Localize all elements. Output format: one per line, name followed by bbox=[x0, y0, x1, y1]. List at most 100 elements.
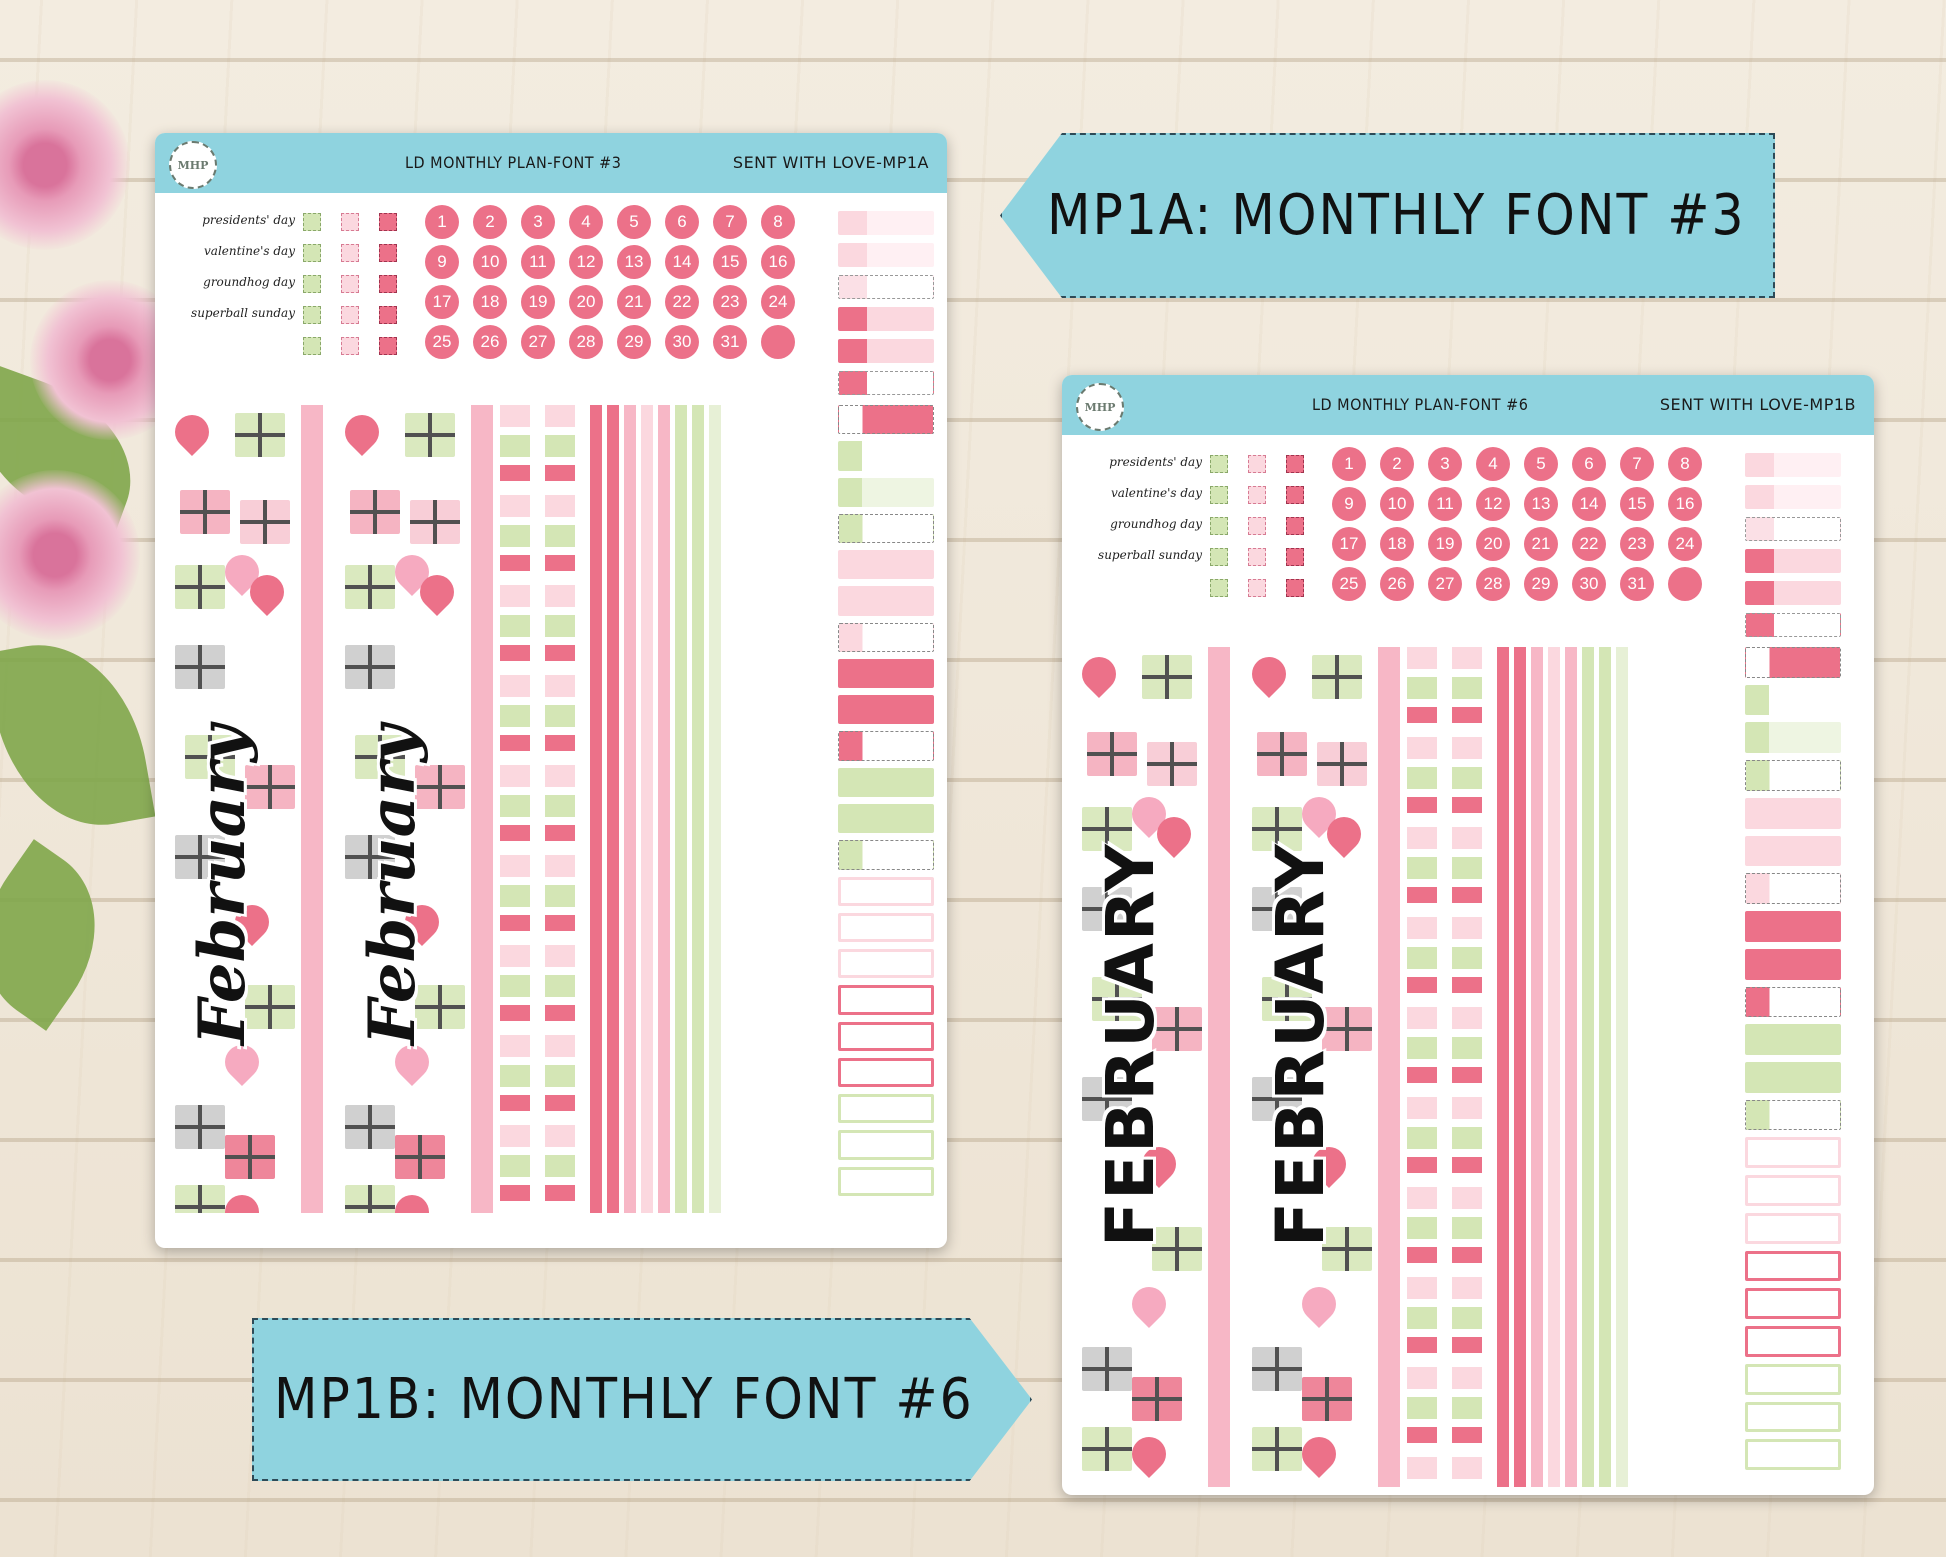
date-dot: 29 bbox=[617, 325, 651, 359]
date-dot: 23 bbox=[1620, 527, 1654, 561]
lower-bar bbox=[1745, 986, 1841, 1018]
checkbox-sticker bbox=[1210, 455, 1228, 473]
lower-bar bbox=[1745, 835, 1841, 867]
checkbox-sticker bbox=[303, 275, 321, 293]
gift-icon bbox=[395, 1135, 445, 1179]
lower-bar bbox=[1745, 1062, 1841, 1093]
date-dot: 28 bbox=[1476, 567, 1510, 601]
date-dot: 3 bbox=[521, 205, 555, 239]
date-dot: 4 bbox=[1476, 447, 1510, 481]
checkbox-sticker bbox=[1248, 579, 1266, 597]
checkbox-sticker bbox=[1248, 455, 1266, 473]
date-dot: 9 bbox=[1332, 487, 1366, 521]
checkbox-sticker bbox=[379, 306, 397, 324]
gift-icon bbox=[345, 645, 395, 689]
date-dot bbox=[761, 325, 795, 359]
heart-balloon-icon bbox=[337, 407, 387, 457]
illustration-strip bbox=[335, 405, 470, 1213]
gift-icon bbox=[415, 765, 465, 809]
sheet-code: SENT WITH LOVE-MP1A bbox=[732, 153, 929, 172]
checkbox-sticker bbox=[379, 213, 397, 231]
date-dot: 26 bbox=[1380, 567, 1414, 601]
illustration-strip bbox=[165, 405, 300, 1213]
lower-bar bbox=[838, 695, 934, 725]
date-dot: 6 bbox=[1572, 447, 1606, 481]
holiday-labels: presidents' day valentine's day groundho… bbox=[165, 205, 295, 329]
date-dot: 27 bbox=[1428, 567, 1462, 601]
date-dot: 14 bbox=[665, 245, 699, 279]
lower-bar bbox=[1745, 873, 1841, 905]
date-dot: 27 bbox=[521, 325, 555, 359]
washi-stripe bbox=[1616, 647, 1628, 1487]
date-dot: 25 bbox=[425, 325, 459, 359]
checkbox-sticker bbox=[379, 244, 397, 262]
gift-icon bbox=[175, 835, 225, 879]
checkbox-sticker bbox=[1210, 486, 1228, 504]
checkbox-sticker bbox=[303, 306, 321, 324]
lower-bar bbox=[1745, 1212, 1841, 1244]
gift-icon bbox=[1082, 1077, 1132, 1121]
date-dot: 18 bbox=[473, 285, 507, 319]
mini-illustration-strip bbox=[1407, 647, 1437, 1487]
checkbox-sticker bbox=[341, 337, 359, 355]
lower-bar bbox=[838, 1057, 934, 1088]
date-dot: 21 bbox=[1524, 527, 1558, 561]
checkbox-sticker bbox=[379, 275, 397, 293]
lower-bar bbox=[1745, 1024, 1841, 1055]
gift-icon bbox=[1147, 742, 1197, 786]
holiday-label: valentine's day bbox=[204, 244, 295, 258]
date-dot: 3 bbox=[1428, 447, 1462, 481]
gift-icon bbox=[1092, 977, 1142, 1021]
washi-stripe bbox=[1582, 647, 1594, 1487]
date-dot: 18 bbox=[1380, 527, 1414, 561]
header-bar bbox=[838, 339, 934, 363]
date-dot: 10 bbox=[473, 245, 507, 279]
heart-balloon-icon bbox=[1294, 1429, 1344, 1479]
header-bar bbox=[838, 243, 934, 267]
mini-illustration-strip bbox=[545, 405, 575, 1213]
holiday-label: presidents' day bbox=[202, 213, 295, 227]
day-strip bbox=[471, 405, 493, 1213]
checkbox-sticker bbox=[303, 244, 321, 262]
date-dot: 24 bbox=[1668, 527, 1702, 561]
gift-icon bbox=[345, 835, 395, 879]
date-dot: 7 bbox=[1620, 447, 1654, 481]
date-dot: 21 bbox=[617, 285, 651, 319]
gift-icon bbox=[1152, 1227, 1202, 1271]
mini-illustration-strip bbox=[1452, 647, 1482, 1487]
date-dot: 10 bbox=[1380, 487, 1414, 521]
lower-bar bbox=[1745, 911, 1841, 942]
gift-icon bbox=[185, 735, 235, 779]
date-dot: 17 bbox=[425, 285, 459, 319]
washi-stripe bbox=[641, 405, 653, 1213]
heart-balloon-icon bbox=[387, 1187, 437, 1213]
checkbox-sticker bbox=[303, 213, 321, 231]
date-dot: 23 bbox=[713, 285, 747, 319]
checkbox-sticker bbox=[303, 337, 321, 355]
gift-icon bbox=[235, 413, 285, 457]
gift-icon bbox=[245, 765, 295, 809]
date-dot: 11 bbox=[521, 245, 555, 279]
heart-balloon-icon bbox=[387, 1037, 437, 1087]
washi-stripe bbox=[692, 405, 704, 1213]
date-dot: 20 bbox=[569, 285, 603, 319]
gift-icon bbox=[175, 1185, 225, 1213]
gift-icon bbox=[1252, 1427, 1302, 1471]
checkbox-sticker bbox=[1210, 548, 1228, 566]
heart-balloon-icon bbox=[1294, 1279, 1344, 1329]
header-bar bbox=[838, 275, 934, 299]
lower-bar bbox=[838, 513, 934, 544]
gift-icon bbox=[345, 565, 395, 609]
lower-bar bbox=[838, 949, 934, 979]
sticker-sheet-mp1b: MHP LD MONTHLY PLAN-FONT #6 SENT WITH LO… bbox=[1062, 375, 1874, 1495]
date-dot: 15 bbox=[713, 245, 747, 279]
heart-balloon-icon bbox=[1074, 649, 1124, 699]
lower-bar bbox=[1745, 722, 1841, 754]
lower-bar bbox=[1745, 1099, 1841, 1131]
lower-bar bbox=[1745, 1326, 1841, 1357]
lower-bar bbox=[1745, 1288, 1841, 1320]
gift-icon bbox=[355, 735, 405, 779]
gift-icon bbox=[175, 645, 225, 689]
checkbox-sticker bbox=[1210, 517, 1228, 535]
checkbox-sticker bbox=[1286, 517, 1304, 535]
